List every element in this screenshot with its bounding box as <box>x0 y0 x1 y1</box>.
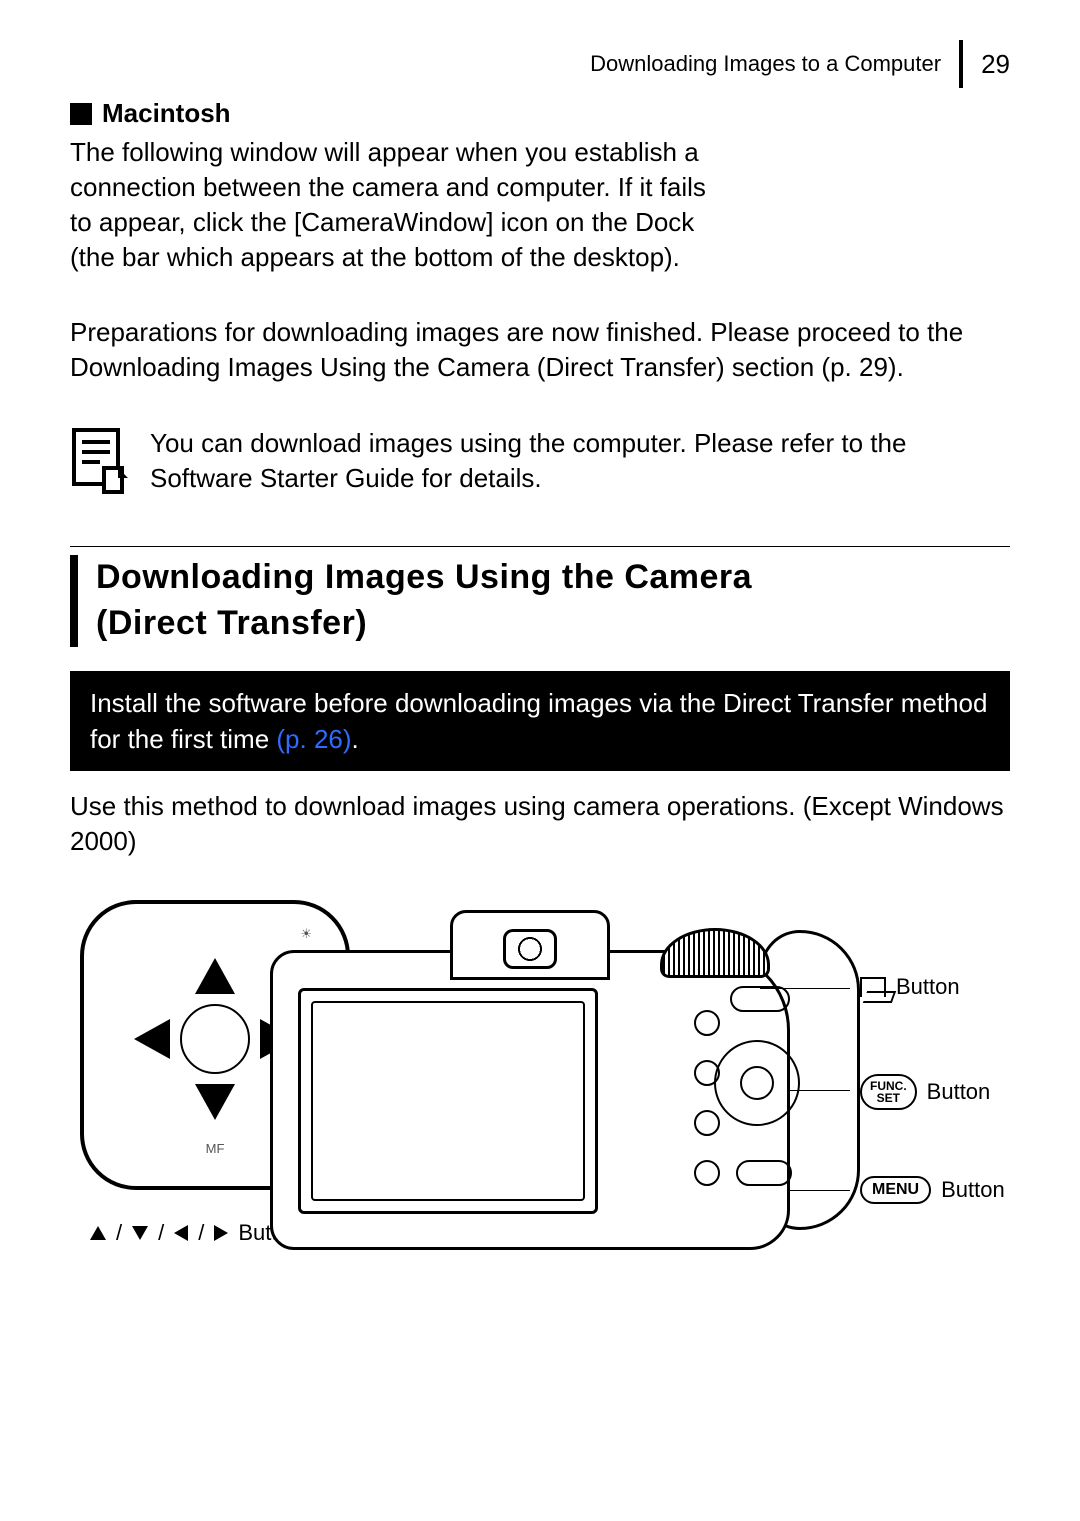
leader-print <box>760 988 850 990</box>
arrow-left-icon <box>174 1225 188 1241</box>
menu-button-label: MENU Button <box>860 1176 1005 1204</box>
page-number: 29 <box>981 49 1010 80</box>
macintosh-label: Macintosh <box>102 98 231 129</box>
note-block: You can download images using the comput… <box>70 426 1010 496</box>
note-text: You can download images using the comput… <box>150 426 1010 496</box>
callout-period: . <box>352 724 359 754</box>
callout-page-ref: (p. 26) <box>276 724 351 754</box>
bullet-square-icon <box>70 103 92 125</box>
arrow-down-icon <box>132 1226 148 1240</box>
dpad-hint-bottom: MF <box>206 1141 225 1156</box>
page-header: Downloading Images to a Computer 29 <box>70 40 1010 88</box>
menu-icon: MENU <box>860 1176 931 1204</box>
func-button-text: Button <box>927 1079 991 1105</box>
callout-text: Install the software before downloading … <box>90 688 987 754</box>
heading-text: Downloading Images Using the Camera (Dir… <box>96 555 752 647</box>
document-note-icon <box>70 426 130 496</box>
heading-line2: (Direct Transfer) <box>96 601 752 647</box>
leader-menu <box>790 1190 850 1192</box>
header-divider <box>959 40 963 88</box>
header-breadcrumb: Downloading Images to a Computer <box>590 51 941 77</box>
menu-button-text: Button <box>941 1177 1005 1203</box>
func-top: FUNC. <box>870 1080 907 1092</box>
camera-diagram: ☀ MF / / / Buttons <box>70 890 1010 1330</box>
camera-illustration <box>270 910 830 1270</box>
leader-func <box>790 1090 850 1092</box>
install-callout: Install the software before downloading … <box>70 671 1010 772</box>
arrow-right-icon <box>214 1225 228 1241</box>
func-bottom: SET <box>877 1092 900 1104</box>
section-heading: Downloading Images Using the Camera (Dir… <box>70 546 1010 647</box>
print-button-text: Button <box>896 974 960 1000</box>
method-paragraph: Use this method to download images using… <box>70 789 1010 859</box>
page: Downloading Images to a Computer 29 Maci… <box>0 0 1080 1521</box>
func-set-icon: FUNC. SET <box>860 1074 917 1110</box>
heading-rule <box>70 555 78 647</box>
arrow-up-icon <box>90 1226 106 1240</box>
print-button-label: Button <box>860 974 960 1000</box>
dpad-icon <box>140 964 290 1114</box>
func-button-label: FUNC. SET Button <box>860 1074 990 1110</box>
macintosh-paragraph: The following window will appear when yo… <box>70 135 710 275</box>
macintosh-heading-row: Macintosh <box>70 98 1010 129</box>
print-share-icon <box>860 977 886 997</box>
preparations-paragraph: Preparations for downloading images are … <box>70 315 1010 385</box>
heading-line1: Downloading Images Using the Camera <box>96 555 752 601</box>
